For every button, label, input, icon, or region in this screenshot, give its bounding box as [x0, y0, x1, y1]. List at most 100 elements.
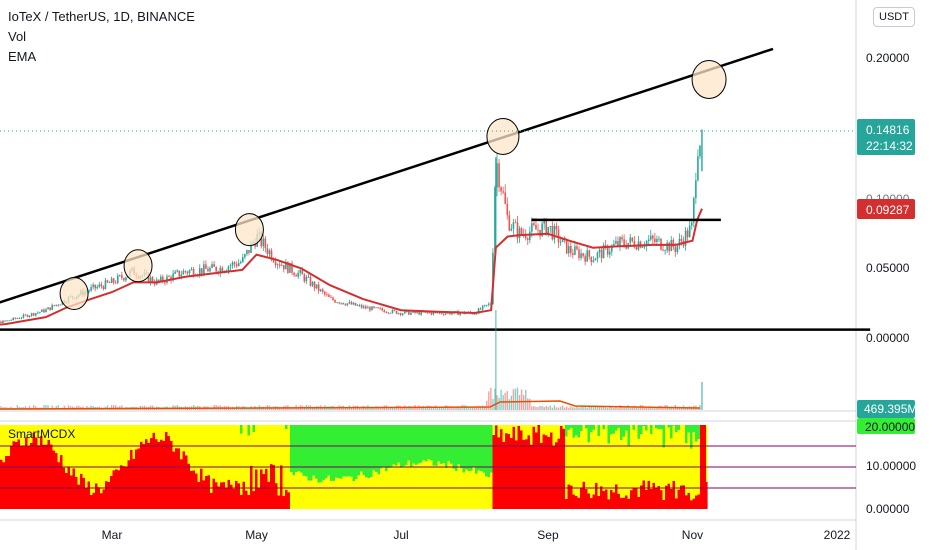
indicator-yellow	[225, 425, 228, 488]
candle-body	[475, 313, 478, 315]
indicator-red	[260, 469, 263, 509]
candle-body	[170, 276, 172, 281]
volume-bar	[63, 405, 66, 410]
volume-bar	[293, 407, 295, 410]
candle-body	[393, 310, 396, 311]
indicator-green	[462, 425, 466, 473]
candle-body	[695, 180, 697, 198]
indicator-yellow	[47, 425, 51, 440]
candle-body	[543, 219, 545, 224]
indicator-red	[60, 455, 63, 509]
candle-body	[690, 222, 693, 226]
volume-bar	[252, 407, 254, 410]
candle-body	[268, 250, 271, 254]
indicator-red	[222, 482, 226, 509]
candle-body	[697, 156, 699, 181]
volume-bar	[676, 407, 679, 410]
indicator-red	[30, 443, 33, 509]
indicator-green	[612, 425, 616, 434]
indicator-green	[670, 425, 673, 439]
candle-body	[34, 313, 37, 316]
candle-body	[237, 263, 240, 267]
indicator-yellow	[365, 477, 368, 509]
indicator-yellow	[545, 425, 548, 436]
indicator-green	[305, 425, 308, 477]
candle-body	[149, 277, 152, 283]
indicator-yellow	[332, 480, 336, 509]
candle-body	[246, 249, 248, 255]
indicator-green	[487, 425, 491, 478]
candle-body	[215, 266, 217, 272]
indicator-yellow	[672, 425, 676, 481]
indicator-yellow	[460, 468, 463, 509]
volume-bar	[0, 406, 2, 410]
indicator-red	[287, 492, 291, 509]
candle-body	[664, 250, 666, 252]
indicator-yellow	[467, 471, 471, 509]
candle-body	[280, 265, 283, 266]
candle-body	[365, 306, 367, 309]
currency-button[interactable]: USDT	[873, 7, 915, 27]
indicator-red	[612, 492, 616, 509]
candle-body	[584, 256, 586, 262]
indicator-red	[72, 468, 76, 509]
indicator-yellow	[455, 470, 458, 509]
indicator-yellow	[660, 429, 663, 491]
indicator-yellow	[490, 472, 493, 509]
candle-body	[49, 307, 51, 310]
volume-bar	[512, 389, 515, 410]
indicator-yellow	[327, 475, 331, 509]
indicator-yellow	[420, 462, 423, 509]
candle-body	[176, 270, 179, 272]
candle-body	[317, 284, 320, 292]
indicator-yellow	[605, 425, 608, 490]
candle-body	[182, 270, 185, 275]
candle-body	[344, 304, 347, 306]
volume-bar	[270, 407, 273, 410]
indicator-green	[445, 425, 448, 469]
indicator-red	[695, 495, 698, 509]
candle-body	[20, 317, 23, 319]
indicator-red	[600, 486, 603, 509]
indicator-yellow	[240, 433, 243, 495]
indicator-red	[65, 472, 68, 509]
indicator-green	[660, 425, 663, 430]
volume-bar	[47, 405, 49, 410]
candle-body	[151, 277, 154, 283]
candle-body	[287, 262, 289, 273]
indicator-yellow	[292, 475, 296, 509]
candle-body	[227, 266, 230, 271]
indicator-red	[80, 473, 83, 509]
legend-vol[interactable]: Vol	[8, 29, 27, 44]
indicator-yellow	[500, 425, 503, 430]
candle-body	[678, 238, 681, 246]
volume-bar	[576, 406, 578, 410]
indicator-green	[322, 425, 326, 480]
volume-bar	[57, 405, 60, 410]
indicator-yellow	[510, 425, 513, 438]
volume-bar	[479, 406, 482, 410]
indicator-red	[215, 482, 218, 509]
indicator-yellow	[310, 480, 313, 509]
candle-body	[39, 311, 41, 313]
volume-bar	[602, 406, 605, 410]
legend-ema[interactable]: EMA	[8, 49, 37, 64]
indicator-green	[332, 425, 336, 481]
indicator-green	[567, 425, 571, 430]
indicator-red	[592, 494, 596, 509]
volume-bar	[28, 405, 31, 410]
indicator-yellow	[110, 425, 113, 476]
indicator-yellow	[32, 425, 36, 433]
indicator-red	[602, 490, 606, 509]
indicator-red	[242, 481, 246, 509]
candle-body	[629, 237, 632, 243]
indicator-yellow	[480, 471, 483, 509]
volume-bar	[391, 406, 394, 410]
candle-body	[340, 302, 343, 304]
indicator-red	[2, 462, 6, 509]
candle-body	[162, 276, 164, 282]
indicator-red	[197, 481, 201, 509]
indicator-yellow	[227, 425, 231, 480]
candle-body	[207, 268, 209, 272]
